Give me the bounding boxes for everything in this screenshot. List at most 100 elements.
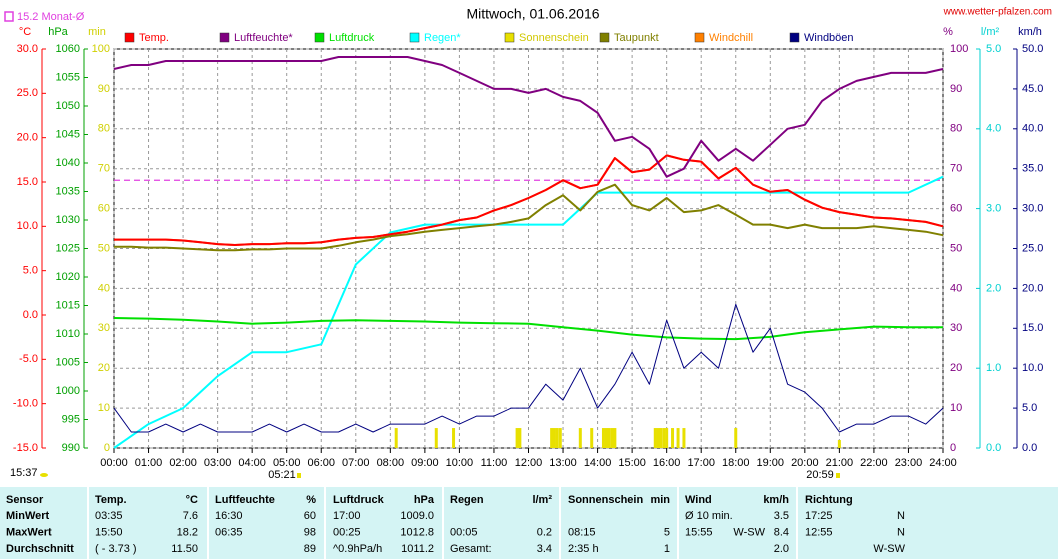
- sunshine-bar: [659, 428, 663, 448]
- table-cell: km/h: [763, 494, 789, 506]
- table-cell: 1009.0: [400, 510, 434, 522]
- axis-unit: min: [88, 26, 106, 38]
- table-cell: 5: [664, 526, 670, 538]
- x-tick-label: 14:00: [584, 457, 612, 469]
- y-tick-label: 1005: [56, 356, 80, 368]
- table-cell: 3.4: [537, 543, 552, 555]
- y-tick-label: 90: [950, 83, 962, 95]
- y-tick-label: 20.0: [1022, 282, 1043, 294]
- table-background: [0, 487, 1058, 559]
- legend-label: Luftfeuchte*: [234, 32, 293, 44]
- table-cell: Durchschnitt: [6, 543, 74, 555]
- y-tick-label: 15.0: [1022, 322, 1043, 334]
- y-tick-label: 2.0: [986, 282, 1001, 294]
- sunshine-bar: [662, 428, 666, 448]
- sunset: 20:59: [806, 469, 834, 481]
- x-tick-label: 17:00: [687, 457, 715, 469]
- y-tick-label: 50.0: [1022, 43, 1043, 55]
- source: www.wetter-pfalzen.com: [943, 7, 1052, 18]
- sunshine-bar: [665, 428, 669, 448]
- table-cell: Luftfeuchte: [215, 494, 275, 506]
- y-tick-label: 1025: [56, 242, 80, 254]
- y-tick-label: 30.0: [17, 43, 38, 55]
- y-tick-label: 30.0: [1022, 203, 1043, 215]
- y-tick-label: 60: [98, 203, 110, 215]
- sunshine-bar: [656, 428, 660, 448]
- table-cell: 15:55: [685, 526, 713, 538]
- y-tick-label: 20: [98, 362, 110, 374]
- table-cell: 3.5: [774, 510, 789, 522]
- y-tick-label: 45.0: [1022, 83, 1043, 95]
- y-tick-label: 5.0: [1022, 402, 1037, 414]
- table-cell: W-SW: [733, 526, 765, 538]
- y-tick-label: 995: [62, 413, 80, 425]
- x-tick-label: 21:00: [826, 457, 854, 469]
- legend-label: Taupunkt: [614, 32, 659, 44]
- table-cell: 98: [304, 526, 316, 538]
- table-cell: 11.50: [171, 543, 198, 555]
- y-tick-label: 70: [950, 163, 962, 175]
- y-tick-label: 60: [950, 203, 962, 215]
- legend-swatch: [314, 32, 325, 43]
- sunshine-bar: [607, 428, 611, 448]
- sunshine-bar: [610, 428, 614, 448]
- y-tick-label: 1060: [56, 43, 80, 55]
- y-tick-label: 4.0: [986, 123, 1001, 135]
- sunshine-bar: [734, 428, 738, 448]
- table-cell: Sensor: [6, 494, 44, 506]
- table-cell: Regen: [450, 494, 484, 506]
- table-cell: 03:35: [95, 510, 123, 522]
- sunshine-bar: [601, 428, 605, 448]
- legend-swatch: [124, 32, 135, 43]
- y-tick-label: 40.0: [1022, 123, 1043, 135]
- y-tick-label: 1030: [56, 214, 80, 226]
- table-cell: Wind: [685, 494, 712, 506]
- y-tick-label: 5.0: [986, 43, 1001, 55]
- y-tick-label: 1000: [56, 385, 80, 397]
- sunshine-bar: [434, 428, 438, 448]
- y-tick-label: 15.0: [17, 176, 38, 188]
- x-tick-label: 12:00: [515, 457, 543, 469]
- sunshine-bar: [558, 428, 562, 448]
- y-tick-label: 1050: [56, 100, 80, 112]
- sun-icon: [40, 473, 48, 477]
- sunshine-bar: [394, 428, 398, 448]
- table-cell: Ø 10 min.: [685, 510, 733, 522]
- table-cell: Richtung: [805, 494, 853, 506]
- series-line: [113, 303, 944, 433]
- y-tick-label: -10.0: [13, 398, 38, 410]
- x-tick-label: 24:00: [929, 457, 957, 469]
- y-tick-label: 10: [950, 402, 962, 414]
- y-tick-label: 1040: [56, 157, 80, 169]
- x-tick-label: 18:00: [722, 457, 750, 469]
- table-cell: 15:50: [95, 526, 123, 538]
- table-cell: 2.0: [774, 543, 789, 555]
- table-cell: N: [897, 526, 905, 538]
- table-cell: l/m²: [532, 494, 552, 506]
- sunrise-icon: [297, 473, 301, 478]
- table-cell: Luftdruck: [333, 494, 385, 506]
- chart-title: Mittwoch, 01.06.2016: [466, 6, 599, 22]
- legend-label: Regen*: [424, 32, 461, 44]
- table-cell: Sonnenschein: [568, 494, 643, 506]
- sunshine-bar: [590, 428, 594, 448]
- y-tick-label: 50: [950, 242, 962, 254]
- table-cell: 18.2: [177, 526, 198, 538]
- sunshine-bar: [550, 428, 554, 448]
- table-cell: 2:35 h: [568, 543, 599, 555]
- y-tick-label: 0.0: [23, 309, 38, 321]
- y-tick-label: 20: [950, 362, 962, 374]
- y-tick-label: 50: [98, 242, 110, 254]
- table-cell: 00:25: [333, 526, 361, 538]
- series-line: [113, 317, 943, 341]
- y-tick-label: 80: [950, 123, 962, 135]
- y-tick-label: 1015: [56, 299, 80, 311]
- table-cell: 60: [304, 510, 316, 522]
- mean-icon: [4, 11, 14, 22]
- x-tick-label: 23:00: [895, 457, 923, 469]
- y-tick-label: 1045: [56, 128, 80, 140]
- y-tick-label: 0: [104, 442, 110, 454]
- axis-unit: l/m²: [981, 26, 1000, 38]
- x-tick-label: 09:00: [411, 457, 439, 469]
